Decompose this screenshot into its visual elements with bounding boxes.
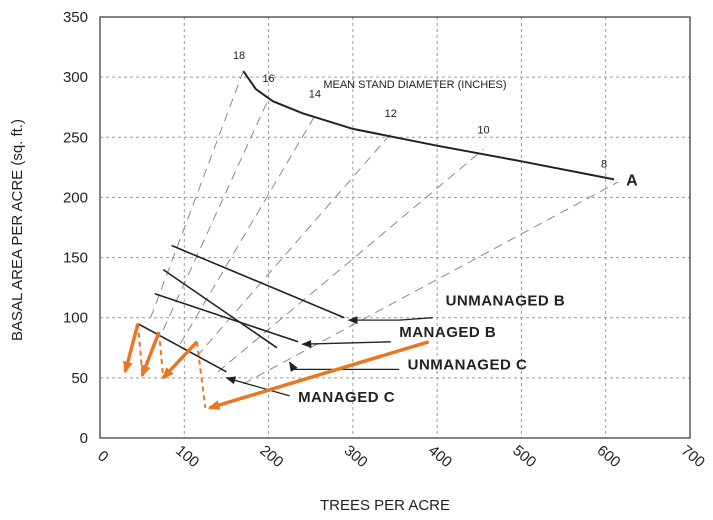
series-label: UNMANAGED B: [446, 293, 566, 310]
orange-arrow: [140, 331, 161, 378]
diameter-label: 10: [477, 125, 489, 137]
x-tick-label: 100: [172, 442, 202, 471]
diameter-lines: 18 16 14 12 10 8 MEAN STAND DIAMETER (INCHES): [150, 50, 619, 385]
x-tick-label: 700: [678, 442, 708, 471]
series-label: UNMANAGED C: [408, 356, 528, 373]
x-axis-title: TREES PER ACRE: [320, 497, 450, 514]
diameter-label: 18: [233, 50, 245, 62]
x-tick-label: 600: [594, 442, 624, 471]
x-tick-label: 200: [256, 442, 286, 471]
series-pointer: [347, 316, 433, 325]
orange-arrow: [122, 323, 140, 374]
y-tick-label: 250: [63, 129, 88, 146]
series-label: MANAGED C: [298, 389, 395, 406]
diameter-title: MEAN STAND DIAMETER (INCHES): [323, 79, 506, 91]
series-pointer: [225, 376, 290, 397]
diameter-line: [217, 148, 484, 373]
x-tick-labels: 0 100 200 300 400 500 600 700: [94, 442, 708, 471]
orange-arrow: [161, 340, 199, 380]
series-line: [171, 244, 345, 319]
x-tick-label: 300: [341, 442, 371, 471]
orange-dash: [195, 341, 207, 409]
series-pointer: [289, 361, 400, 372]
series-line: [154, 292, 299, 343]
y-tick-labels: 0 50 100 150 200 250 300 350: [63, 9, 88, 447]
curve-a-label: A: [626, 172, 638, 189]
x-tick-label: 0: [94, 447, 111, 465]
curve-a-line: [242, 70, 615, 181]
y-tick-label: 50: [71, 370, 88, 387]
y-tick-label: 200: [63, 189, 88, 206]
diameter-line: [243, 181, 619, 385]
stand-series: [137, 244, 433, 397]
y-axis-title: BASAL AREA PER ACRE (sq. ft.): [9, 119, 26, 341]
orange-dash: [136, 323, 144, 372]
diameter-label: 8: [601, 158, 607, 170]
diameter-line: [196, 133, 392, 357]
diameter-label: 14: [309, 89, 321, 101]
diameter-label: 16: [262, 73, 274, 85]
x-tick-label: 400: [425, 442, 455, 471]
orange-arrow: [207, 340, 430, 410]
series-label: MANAGED B: [399, 324, 496, 341]
diameter-line: [179, 115, 316, 345]
grid-lines: [100, 17, 690, 438]
orange-arrows: [122, 323, 430, 410]
x-tick-label: 500: [509, 442, 539, 471]
y-tick-label: 100: [63, 310, 88, 327]
diameter-line: [150, 70, 244, 318]
y-tick-label: 150: [63, 250, 88, 267]
y-tick-label: 300: [63, 69, 88, 86]
orange-dash: [158, 332, 165, 378]
diameter-label: 12: [385, 108, 397, 120]
y-tick-label: 350: [63, 9, 88, 26]
curve-a: A: [242, 70, 638, 189]
series-pointer: [301, 339, 391, 348]
series-line: [162, 268, 278, 349]
plot-border: [99, 16, 691, 439]
plot-frame: [99, 16, 691, 439]
series-line: [137, 322, 227, 373]
y-tick-label: 0: [80, 430, 88, 447]
diameter-line: [162, 98, 270, 330]
series-labels: UNMANAGED B MANAGED B UNMANAGED C MANAGED C: [298, 293, 565, 406]
